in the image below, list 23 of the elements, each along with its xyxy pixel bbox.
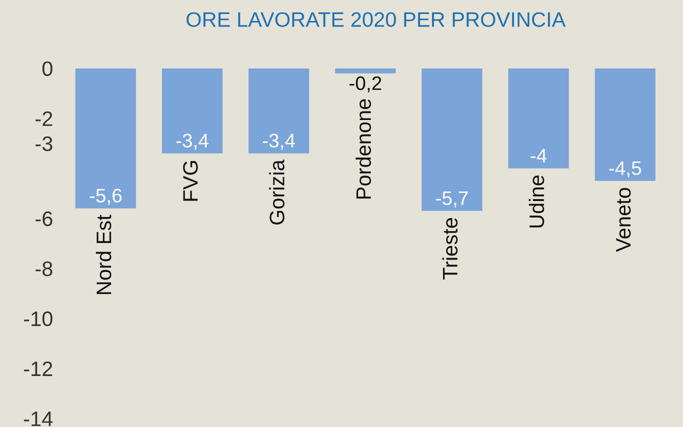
x-tick-label: FVG — [183, 161, 198, 201]
y-tick-label: 0 — [42, 61, 52, 76]
data-label: -4 — [530, 148, 547, 162]
chart-title: ORE LAVORATE 2020 PER PROVINCIA — [186, 12, 566, 27]
data-label: -5,6 — [90, 188, 122, 205]
data-label: -4,5 — [609, 161, 642, 178]
y-tick-label: -3 — [36, 136, 52, 152]
data-label: -0,2 — [350, 76, 382, 92]
x-tick-label: Trieste — [442, 218, 458, 280]
y-tick-label: -10 — [24, 311, 52, 326]
y-tick-label: -8 — [36, 261, 52, 276]
x-tick-label: Nord Est — [96, 214, 112, 294]
data-label: -3,4 — [176, 134, 208, 150]
y-tick-label: -12 — [24, 361, 52, 376]
data-label: -5,7 — [436, 191, 468, 208]
x-tick-label: Gorizia — [269, 160, 284, 225]
x-tick-label: Udine — [528, 176, 544, 228]
data-label: -3,4 — [262, 134, 296, 150]
y-tick-label: -14 — [24, 412, 53, 426]
y-tick-label: -2 — [36, 111, 52, 126]
x-tick-label: Pordenone — [356, 99, 371, 199]
y-tick-label: -6 — [36, 211, 52, 226]
x-tick-label: Veneto — [616, 188, 631, 252]
